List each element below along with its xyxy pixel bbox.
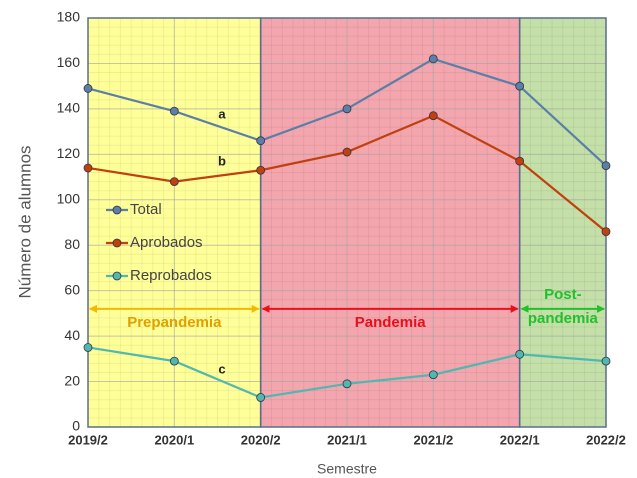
series-marker xyxy=(428,54,438,64)
x-axis-label: Semestre xyxy=(317,461,377,477)
series-marker xyxy=(428,370,438,380)
y-tick-label: 140 xyxy=(57,100,81,116)
series-marker xyxy=(342,379,352,389)
series-marker xyxy=(256,165,266,175)
series-marker xyxy=(83,84,93,93)
series-marker xyxy=(342,104,352,114)
legend-label: Reprobados xyxy=(130,267,212,284)
region xyxy=(260,18,520,427)
x-tick-label: 2022/1 xyxy=(500,432,540,447)
y-tick-label: 60 xyxy=(64,281,80,297)
y-tick-label: 180 xyxy=(57,9,81,25)
region-border xyxy=(518,17,607,428)
annotation: c xyxy=(218,361,225,376)
region-label: Post-pandemia xyxy=(528,286,599,327)
series-marker xyxy=(515,349,525,359)
series-marker xyxy=(256,136,266,146)
x-tick-label: 2020/2 xyxy=(241,432,281,447)
series-marker xyxy=(601,227,611,236)
y-tick-label: 160 xyxy=(57,54,81,70)
x-tick-label: 2021/1 xyxy=(327,432,367,447)
y-tick-label: 20 xyxy=(64,372,80,388)
series-marker xyxy=(601,161,611,171)
y-tick-label: 80 xyxy=(64,236,80,252)
series-marker xyxy=(515,81,525,91)
region-label: Prepandemia xyxy=(127,314,222,331)
y-axis-label: Número de alumnos xyxy=(15,145,34,298)
x-tick-label: 2021/2 xyxy=(413,432,453,447)
region-label-line: Post- xyxy=(544,286,582,303)
y-tick-label: 0 xyxy=(72,418,80,434)
y-tick-label: 40 xyxy=(64,327,80,343)
series-marker xyxy=(428,111,438,121)
legend-label: Aprobados xyxy=(130,234,203,251)
x-tick-label: 2019/2 xyxy=(68,432,108,447)
y-tick-label: 120 xyxy=(57,145,81,161)
series-marker xyxy=(83,163,93,173)
legend-label: Total xyxy=(130,201,162,218)
series-marker xyxy=(83,343,93,352)
series-marker xyxy=(256,393,266,402)
annotation: a xyxy=(218,106,226,121)
series-marker xyxy=(169,356,179,366)
y-tick-label: 100 xyxy=(57,190,81,206)
series-marker xyxy=(515,156,525,166)
region xyxy=(519,18,606,427)
region-label: Pandemia xyxy=(355,314,427,331)
legend-marker xyxy=(112,205,122,215)
region-label-line: pandemia xyxy=(528,310,599,327)
series-marker xyxy=(169,106,179,116)
series-marker xyxy=(342,147,352,157)
legend-marker xyxy=(112,271,122,281)
series-marker xyxy=(601,356,611,366)
x-tick-label: 2022/2 xyxy=(586,432,626,447)
series-marker xyxy=(169,177,179,187)
legend-marker xyxy=(112,238,122,248)
x-tick-label: 2020/1 xyxy=(154,432,194,447)
annotation: b xyxy=(218,153,226,168)
